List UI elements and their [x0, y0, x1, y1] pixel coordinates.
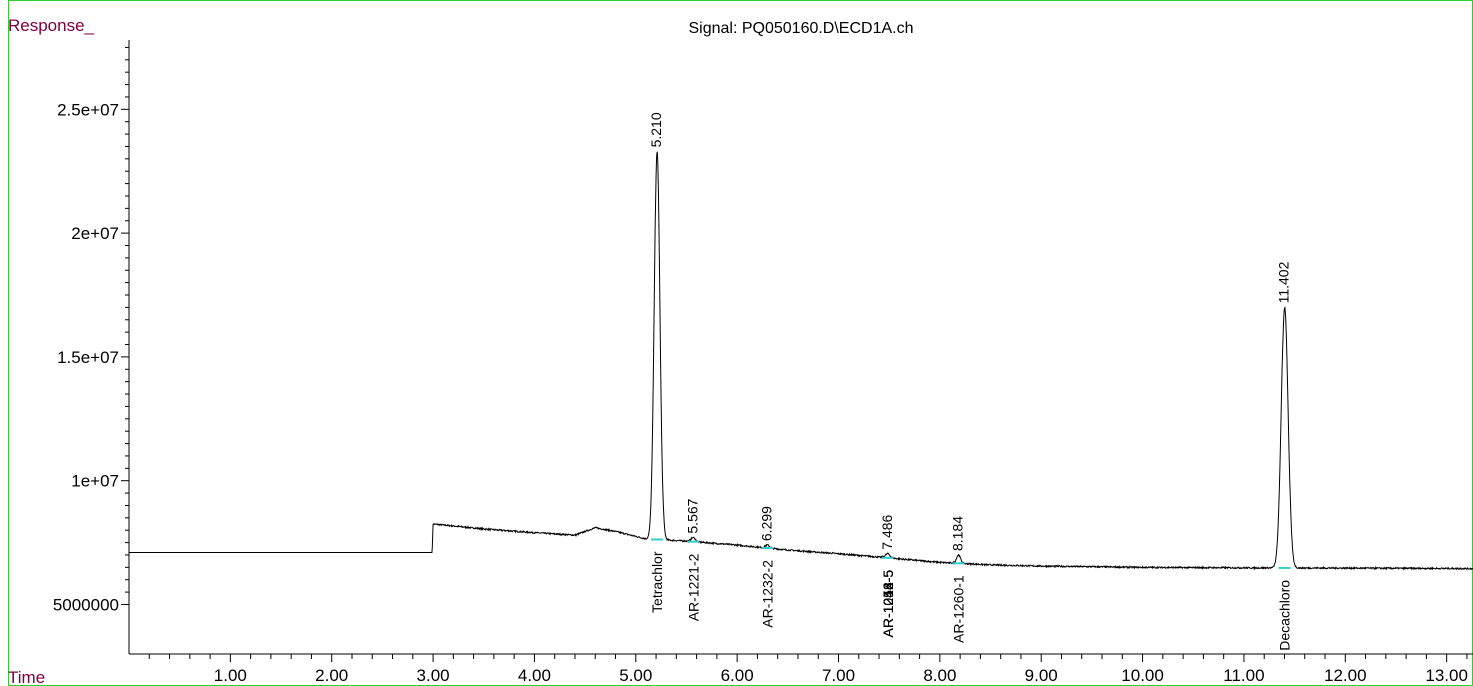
x-axis-label: Time — [8, 668, 45, 686]
peak-retention-time-label: 11.402 — [1276, 261, 1292, 303]
x-tick-label: 2.00 — [315, 666, 348, 685]
y-tick-label: 1e+07 — [71, 472, 119, 491]
x-tick-label: 10.00 — [1121, 666, 1164, 685]
peak-compound-label: AR-1248-5 — [880, 570, 896, 638]
x-tick-label: 6.00 — [721, 666, 754, 685]
peak-retention-time-label: 5.210 — [648, 112, 664, 147]
axes: 5000000 1e+07 1.5e+07 2e+07 2.5e+07 1.00 2.00 3… — [53, 40, 1473, 685]
x-tick-label: 12.00 — [1324, 666, 1367, 685]
x-tick-label: 7.00 — [822, 666, 855, 685]
chart-title: Signal: PQ050160.D\ECD1A.ch — [688, 20, 913, 37]
y-axis-label: Response_ — [8, 16, 95, 35]
x-tick-label: 13.00 — [1425, 666, 1468, 685]
x-tick-label: 8.00 — [923, 666, 956, 685]
y-tick-label: 1.5e+07 — [57, 348, 119, 367]
signal-trace — [129, 151, 1473, 571]
x-tick-label: 3.00 — [417, 666, 450, 685]
peak-compound-label: AR-1242-5 — [880, 570, 896, 638]
peak-compound-label: AR-1254-5 — [880, 570, 896, 638]
peak-retention-time-label: 6.299 — [759, 506, 775, 541]
peak-retention-time-label: 7.486 — [879, 514, 895, 549]
peak-compound-label: AR-1260-1 — [951, 575, 967, 643]
x-tick-label: 4.00 — [518, 666, 551, 685]
peak-compound-label: Decachloro — [1277, 580, 1293, 651]
peak-compound-label: AR-1016-5 — [880, 570, 896, 638]
y-tick-label: 5000000 — [53, 595, 119, 614]
frame-border — [8, 0, 1473, 686]
x-tick-label: 11.00 — [1223, 666, 1264, 685]
plot-area — [129, 151, 1473, 571]
peak-compound-label: AR-1221-2 — [685, 553, 701, 621]
y-tick-label: 2e+07 — [71, 224, 119, 243]
peak-marks: 5.210 Tetrachlor 5.567 AR-1221-2 6.299 AR-123… — [648, 112, 1293, 651]
peak-retention-time-label: 8.184 — [950, 516, 966, 551]
peak-compound-label: AR-1232-2 — [760, 560, 776, 628]
x-tick-label: 9.00 — [1025, 666, 1058, 685]
peak-compound-label: Tetrachlor — [649, 551, 665, 613]
y-tick-label: 2.5e+07 — [57, 100, 119, 119]
x-tick-label: 1.00 — [214, 666, 247, 685]
peak-retention-time-label: 5.567 — [684, 498, 700, 533]
x-tick-label: 5.00 — [619, 666, 652, 685]
